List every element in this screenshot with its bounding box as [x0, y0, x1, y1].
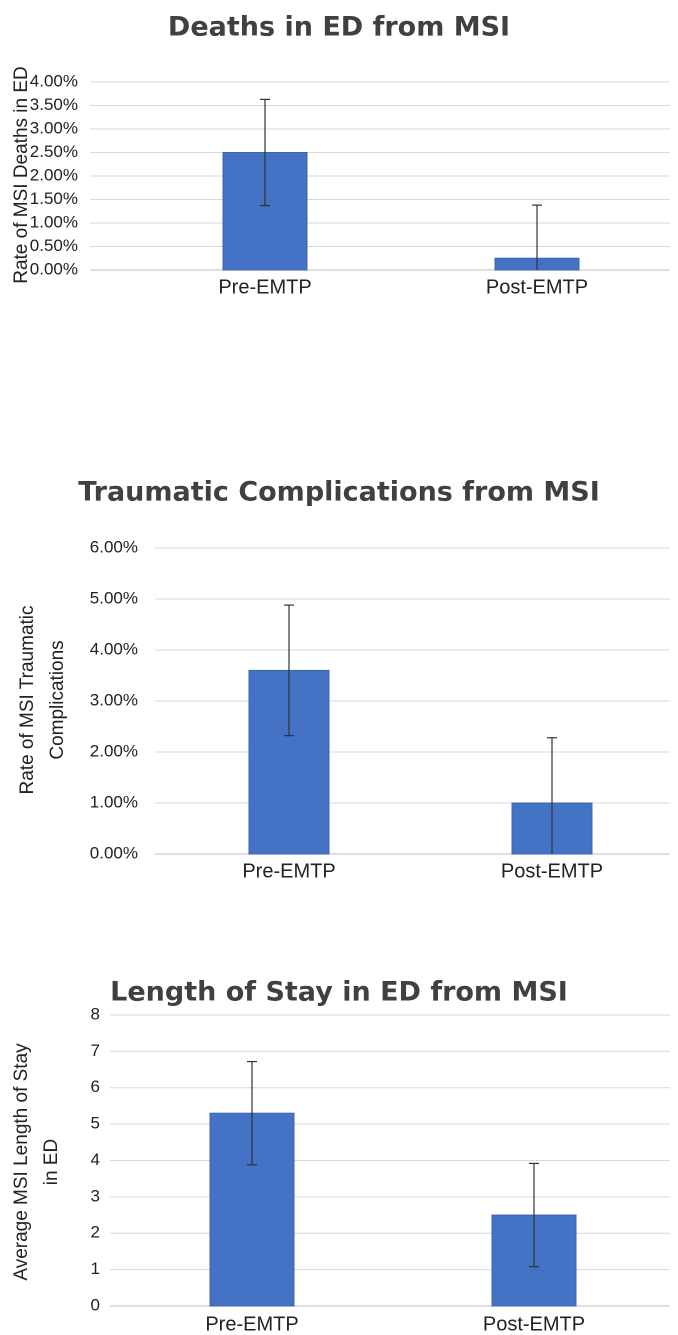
y-axis-title: Average MSI Length of Stay	[11, 1043, 32, 1281]
x-tick-label: Post-EMTP	[501, 860, 603, 882]
y-tick-label: 1.00%	[30, 212, 78, 231]
chart: Traumatic Complications from MSI Rate of …	[17, 477, 670, 882]
error-bar	[547, 737, 557, 854]
y-axis-title: Rate of MSI Deaths in ED	[11, 66, 32, 284]
y-tick-label: 4.00%	[90, 639, 138, 658]
x-tick-label: Pre-EMTP	[205, 1313, 298, 1335]
x-tick-label: Pre-EMTP	[242, 860, 335, 882]
y-tick-label: 6	[91, 1077, 100, 1096]
y-tick-label: 0.00%	[90, 843, 138, 862]
y-tick-label: 5.00%	[90, 588, 138, 607]
chart-title: Length of Stay in ED from MSI	[110, 977, 568, 1008]
chart: Length of Stay in ED from MSI Average MSI…	[11, 977, 670, 1335]
y-tick-label: 5	[91, 1114, 100, 1133]
y-tick-label: 0.50%	[30, 236, 78, 255]
y-tick-label: 7	[91, 1041, 100, 1060]
y-tick-label: 6.00%	[90, 537, 138, 556]
y-tick-label: 0.00%	[30, 259, 78, 278]
y-axis-title: Complications	[47, 640, 68, 759]
error-bar	[529, 1162, 539, 1268]
y-tick-label: 2.50%	[30, 142, 78, 161]
x-tick-label: Post-EMTP	[486, 276, 588, 298]
chart: Deaths in ED from MSI Rate of MSI Deaths …	[11, 12, 670, 298]
y-tick-label: 1	[91, 1259, 100, 1278]
y-axis-title: in ED	[41, 1139, 62, 1185]
y-tick-label: 3.50%	[30, 95, 78, 114]
y-tick-label: 3.00%	[30, 118, 78, 137]
error-bar	[260, 98, 270, 207]
y-tick-label: 2	[91, 1223, 100, 1242]
y-tick-label: 2.00%	[30, 165, 78, 184]
y-axis-title: Rate of MSI Traumatic	[17, 605, 38, 794]
error-bar	[284, 604, 294, 737]
y-tick-label: 1.00%	[90, 792, 138, 811]
y-tick-label: 1.50%	[30, 189, 78, 208]
error-bar	[532, 204, 542, 270]
y-tick-label: 4.00%	[30, 71, 78, 90]
x-tick-label: Pre-EMTP	[218, 276, 311, 298]
y-tick-label: 2.00%	[90, 741, 138, 760]
chart-title: Deaths in ED from MSI	[168, 12, 510, 43]
x-tick-label: Post-EMTP	[483, 1313, 585, 1335]
y-tick-label: 3	[91, 1186, 100, 1205]
y-tick-label: 4	[91, 1150, 100, 1169]
y-tick-label: 8	[91, 1004, 100, 1023]
y-tick-label: 0	[91, 1295, 100, 1314]
chart-title: Traumatic Complications from MSI	[78, 477, 600, 508]
y-tick-label: 3.00%	[90, 690, 138, 709]
error-bar	[247, 1060, 257, 1166]
